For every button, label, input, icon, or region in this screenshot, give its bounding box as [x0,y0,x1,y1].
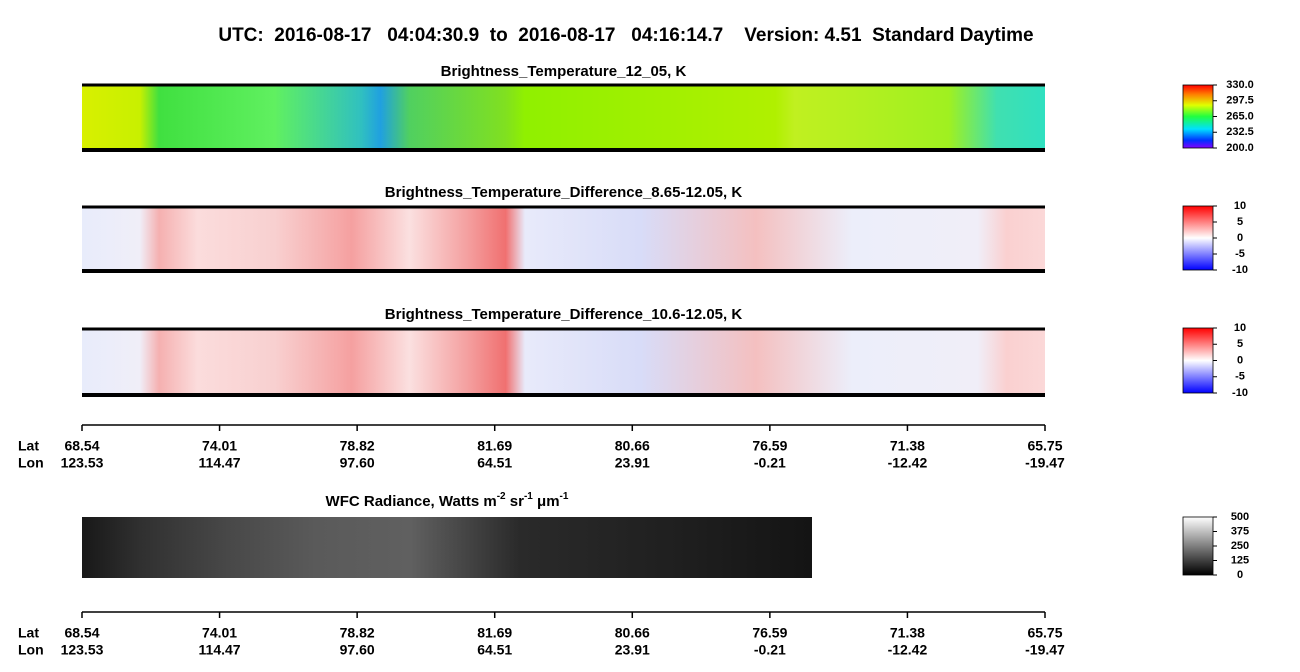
colorbar-tick-label: 265.0 [1226,110,1254,122]
image-panel [82,329,1045,395]
colorbar-tick-label: 5 [1237,338,1243,350]
colorbar-tick-label: -5 [1235,371,1245,383]
image-panel [82,207,1045,271]
colorbar-tick-label: 330.0 [1226,79,1254,91]
colorbar-tick-label: -10 [1232,264,1248,276]
axis-row-label: Lon [18,642,44,658]
lon-label: -19.47 [1025,455,1065,471]
title-superscript: -1 [560,491,569,502]
lon-label: 114.47 [199,642,241,658]
colorbar-tick-label: 125 [1231,554,1249,566]
lat-label: 80.66 [615,438,650,454]
title-part: WFC Radiance, Watts m [326,493,497,510]
colorbar-tick-label: 250 [1231,540,1249,552]
title-superscript: -2 [497,491,506,502]
lat-label: 81.69 [477,625,512,641]
colorbar [1182,327,1214,394]
colorbar [1182,205,1214,271]
lon-label: -19.47 [1025,642,1065,658]
axis-row-label: Lon [18,455,44,471]
lon-label: 64.51 [477,455,512,471]
colorbar [1182,84,1214,149]
colorbar-tick-label: 5 [1237,216,1243,228]
lat-label: 74.01 [202,625,237,641]
lat-label: 68.54 [64,625,99,641]
axis-row-label: Lat [18,438,39,454]
lat-label: 65.75 [1027,625,1062,641]
panel-title: Brightness_Temperature_12_05, K [441,63,687,80]
lon-label: 97.60 [340,455,375,471]
colorbar-tick-label: -10 [1232,387,1248,399]
lat-label: 65.75 [1027,438,1062,454]
lon-label: 114.47 [199,455,241,471]
colorbar-tick-label: 0 [1237,569,1243,581]
colorbar-tick-label: 232.5 [1226,126,1254,138]
colorbar-tick-label: 500 [1231,511,1249,523]
colorbar [1182,516,1214,576]
lat-label: 74.01 [202,438,237,454]
lat-label: 81.69 [477,438,512,454]
lat-label: 71.38 [890,625,925,641]
figure-title: UTC: 2016-08-17 04:04:30.9 to 2016-08-17… [218,25,1033,46]
lon-label: 123.53 [61,642,104,658]
image-panel [82,517,812,578]
title-part: sr [506,493,525,510]
lat-label: 78.82 [340,625,375,641]
panel-title: Brightness_Temperature_Difference_10.6-1… [385,306,743,323]
lon-label: 97.60 [340,642,375,658]
lon-label: 23.91 [615,642,650,658]
lat-label: 68.54 [64,438,99,454]
colorbar-tick-label: 10 [1234,200,1246,212]
panel-title: Brightness_Temperature_Difference_8.65-1… [385,184,743,201]
panel-title: WFC Radiance, Watts m-2 sr-1 μm-1 [326,491,569,510]
lon-label: -0.21 [754,642,786,658]
lon-label: 64.51 [477,642,512,658]
colorbar-tick-label: 297.5 [1226,95,1254,107]
colorbar-tick-label: 0 [1237,354,1243,366]
colorbar-tick-label: 10 [1234,322,1246,334]
lon-label: -0.21 [754,455,786,471]
colorbar-tick-label: 0 [1237,232,1243,244]
title-part: μm [533,493,560,510]
colorbar-tick-label: -5 [1235,248,1245,260]
lat-label: 78.82 [340,438,375,454]
lon-label: -12.42 [888,455,928,471]
axis-row-label: Lat [18,625,39,641]
image-panel [82,85,1045,150]
lon-label: -12.42 [888,642,928,658]
lon-label: 23.91 [615,455,650,471]
lat-label: 80.66 [615,625,650,641]
lat-label: 76.59 [752,625,787,641]
lon-label: 123.53 [61,455,104,471]
lat-label: 71.38 [890,438,925,454]
colorbar-tick-label: 375 [1231,525,1249,537]
title-superscript: -1 [524,491,533,502]
colorbar-tick-label: 200.0 [1226,142,1254,154]
lat-label: 76.59 [752,438,787,454]
